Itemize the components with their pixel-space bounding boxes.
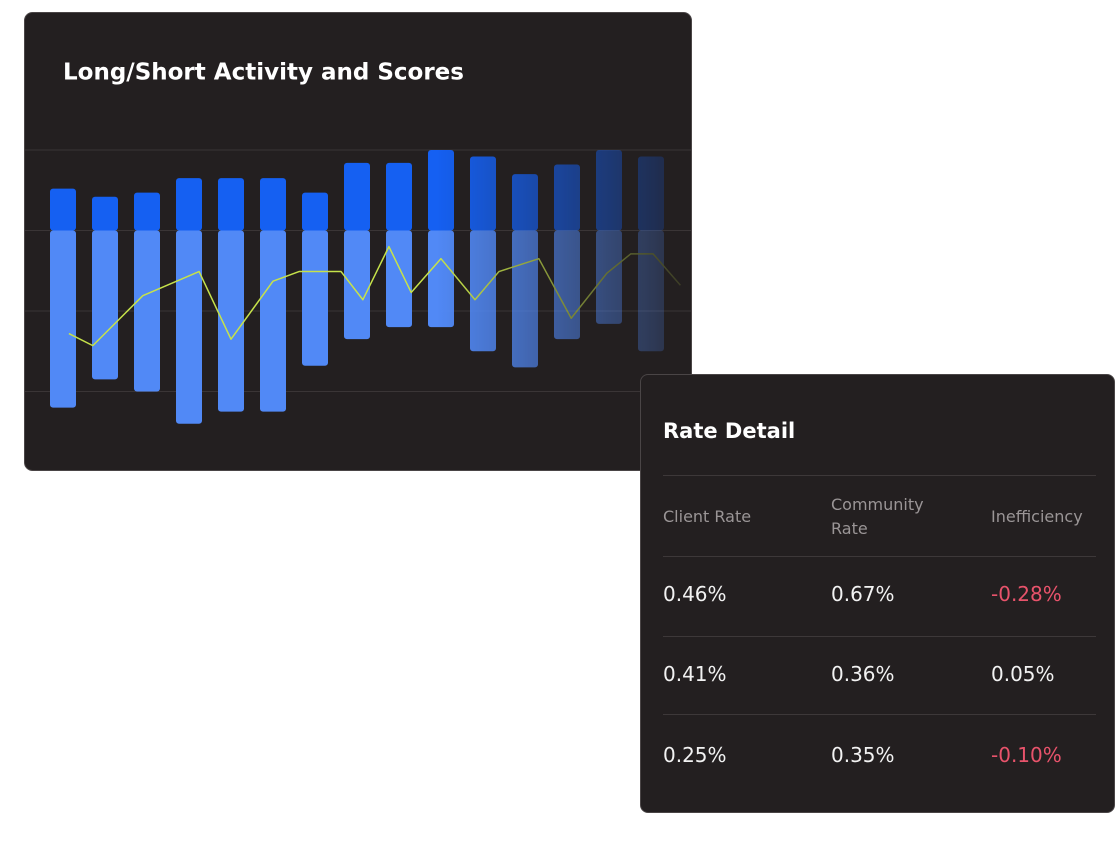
divider	[663, 556, 1096, 557]
table-cell: 0.05%	[991, 662, 1055, 686]
table-cell: -0.10%	[991, 743, 1062, 767]
bar	[134, 230, 160, 392]
table-card: Rate Detail Client Rate Community Rate I…	[640, 374, 1115, 813]
bar	[92, 230, 118, 380]
bar	[638, 156, 664, 231]
bar	[50, 188, 76, 231]
bar	[512, 230, 538, 368]
bar	[344, 162, 370, 231]
divider	[663, 714, 1096, 715]
divider	[663, 636, 1096, 637]
bar	[428, 150, 454, 231]
bar	[218, 230, 244, 412]
table-cell: 0.36%	[831, 662, 895, 686]
bar	[512, 174, 538, 231]
table-title: Rate Detail	[663, 419, 796, 443]
marks	[50, 150, 681, 424]
bar	[386, 230, 412, 328]
bar	[344, 230, 370, 340]
bar	[470, 156, 496, 231]
plot	[25, 149, 691, 424]
table-cell: 0.25%	[663, 743, 727, 767]
bar	[260, 178, 286, 231]
bar	[176, 230, 202, 424]
table-cell: 0.41%	[663, 662, 727, 686]
table-cell: 0.35%	[831, 743, 895, 767]
bar	[302, 192, 328, 231]
table-cell: 0.67%	[831, 582, 895, 606]
bar	[134, 192, 160, 231]
score-line	[68, 245, 681, 347]
bar	[554, 230, 580, 340]
column-header: Inefficiency	[991, 507, 1083, 526]
column-header: Client Rate	[663, 507, 752, 526]
bar	[176, 178, 202, 231]
column-header: Community Rate	[831, 495, 924, 538]
table-cell: -0.28%	[991, 582, 1062, 606]
bar	[638, 230, 664, 352]
bar	[302, 230, 328, 366]
bar	[428, 230, 454, 328]
bar	[554, 164, 580, 231]
bar	[50, 230, 76, 408]
bar	[386, 162, 412, 231]
table-cell: 0.46%	[663, 582, 727, 606]
chart-title: Long/Short Activity and Scores	[63, 60, 464, 86]
bar	[260, 230, 286, 412]
divider	[663, 475, 1096, 476]
bar	[218, 178, 244, 231]
bar	[596, 150, 622, 231]
bar	[92, 196, 118, 231]
bar	[596, 230, 622, 324]
